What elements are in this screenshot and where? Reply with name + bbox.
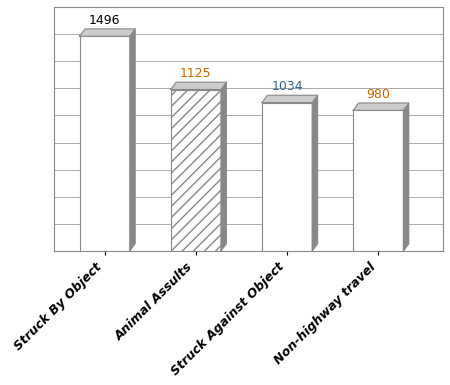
Bar: [262, 102, 312, 251]
Text: 1125: 1125: [180, 67, 211, 80]
Text: 1034: 1034: [271, 80, 303, 93]
Polygon shape: [130, 29, 135, 251]
Polygon shape: [403, 103, 409, 251]
Polygon shape: [221, 82, 226, 251]
Polygon shape: [262, 95, 318, 102]
Bar: [171, 89, 221, 251]
Polygon shape: [171, 82, 226, 89]
Polygon shape: [353, 103, 409, 110]
Text: 980: 980: [366, 88, 390, 101]
Bar: [80, 36, 130, 251]
Polygon shape: [80, 29, 135, 36]
Polygon shape: [312, 95, 318, 251]
Bar: [353, 110, 403, 251]
Text: 1496: 1496: [89, 14, 121, 27]
